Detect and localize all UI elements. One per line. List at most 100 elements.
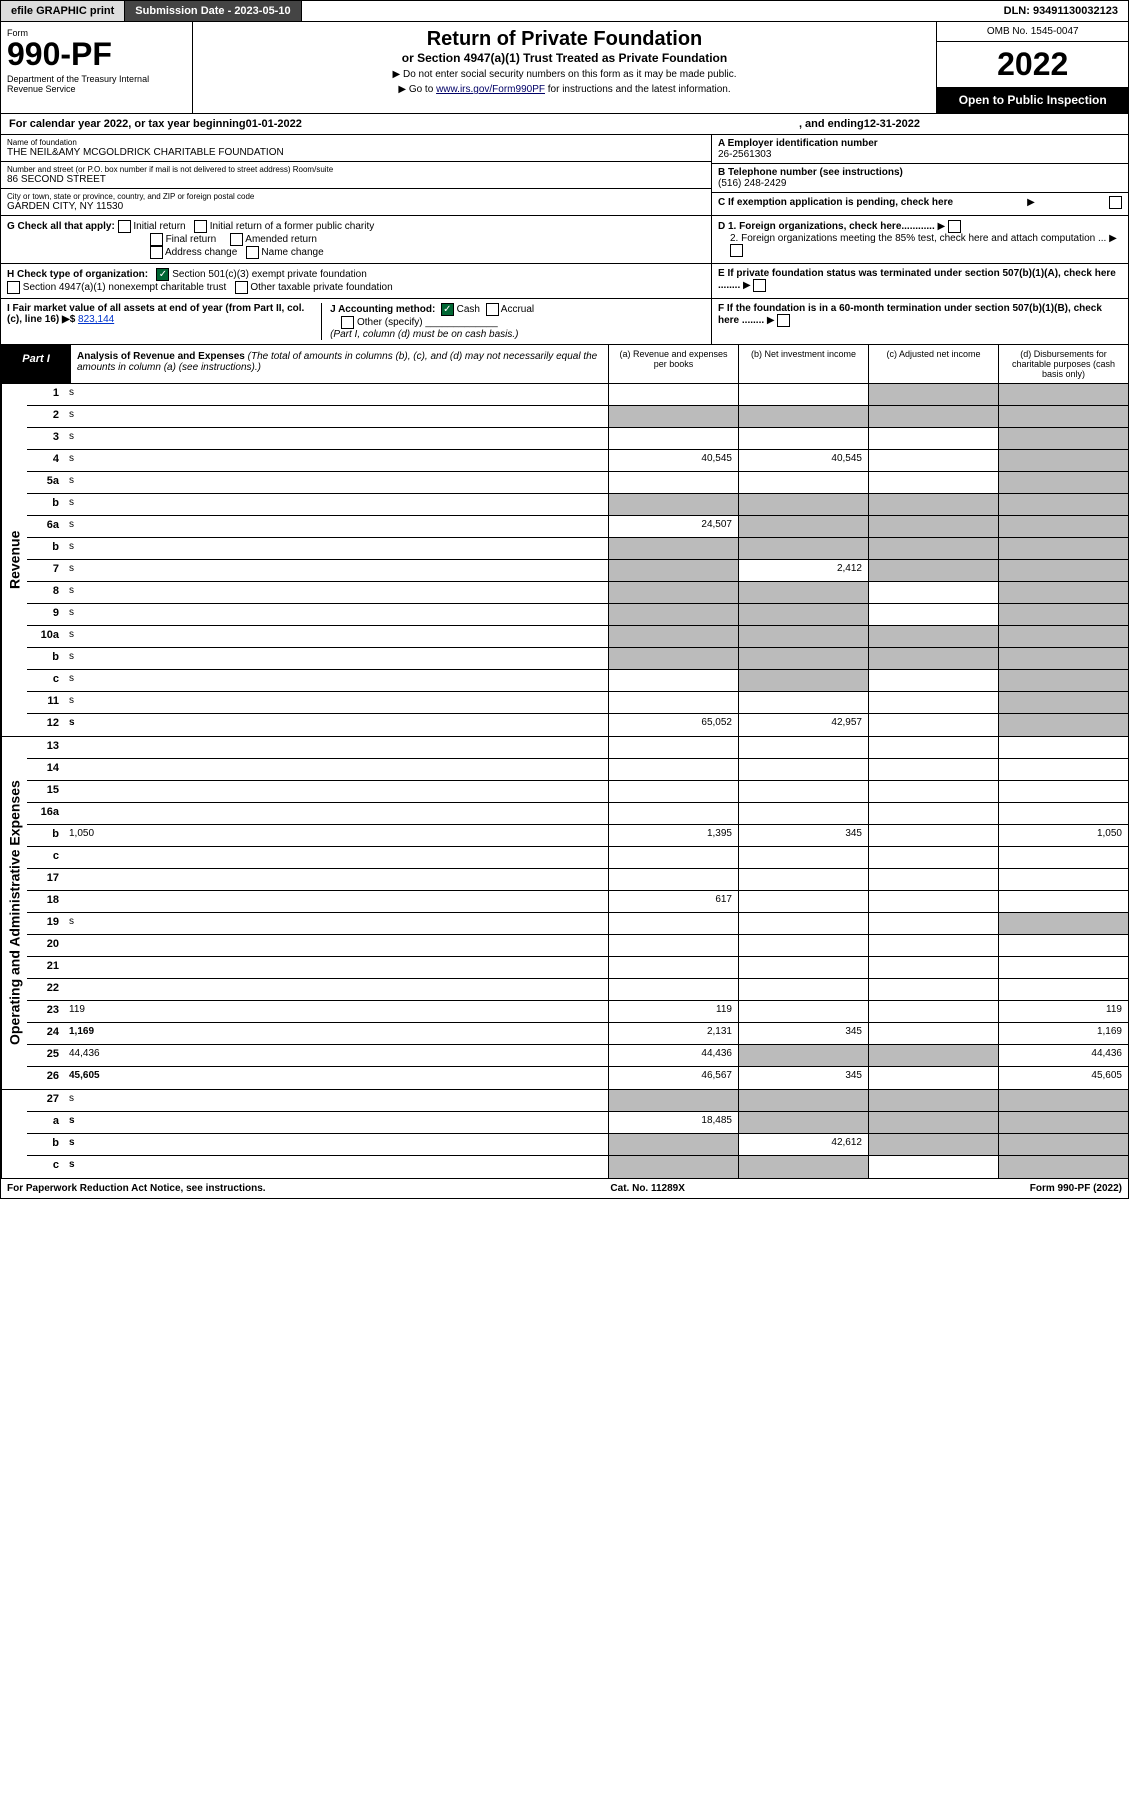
h-501c3-checkbox[interactable]: ✓: [156, 268, 169, 281]
row-number: b: [27, 825, 65, 846]
table-row: 11s: [27, 692, 1128, 714]
d2-checkbox[interactable]: [730, 244, 743, 257]
irs-link[interactable]: www.irs.gov/Form990PF: [436, 84, 545, 95]
table-row: 5as: [27, 472, 1128, 494]
table-row: 23119119119: [27, 1001, 1128, 1023]
cell-d: [998, 803, 1128, 824]
top-bar: efile GRAPHIC print Submission Date - 20…: [0, 0, 1129, 22]
h-4947-checkbox[interactable]: [7, 281, 20, 294]
cell-b: 2,412: [738, 560, 868, 581]
cell-a: 44,436: [608, 1045, 738, 1066]
table-row: cs: [27, 670, 1128, 692]
table-row: 10as: [27, 626, 1128, 648]
open-public: Open to Public Inspection: [937, 87, 1128, 113]
cell-a: [608, 560, 738, 581]
form-note2: ▶ Go to www.irs.gov/Form990PF for instru…: [199, 84, 931, 95]
tax-year: 2022: [937, 42, 1128, 87]
row-desc: s: [65, 428, 608, 449]
cell-b: [738, 935, 868, 956]
row-number: 13: [27, 737, 65, 758]
cell-a: [608, 803, 738, 824]
cell-b: [738, 384, 868, 405]
cell-d: 44,436: [998, 1045, 1128, 1066]
cell-d: [998, 604, 1128, 625]
row-number: 8: [27, 582, 65, 603]
row-number: b: [27, 1134, 65, 1155]
cell-d: 119: [998, 1001, 1128, 1022]
cell-b: [738, 604, 868, 625]
cell-b: [738, 516, 868, 537]
efile-button[interactable]: efile GRAPHIC print: [1, 1, 125, 21]
cell-d: [998, 472, 1128, 493]
cell-c: [868, 891, 998, 912]
checks-ij-row: I Fair market value of all assets at end…: [0, 299, 1129, 345]
row-desc: [65, 759, 608, 780]
row-desc: [65, 979, 608, 1000]
table-row: 241,1692,1313451,169: [27, 1023, 1128, 1045]
row-desc: s: [65, 692, 608, 713]
cell-c: [868, 692, 998, 713]
g-initial-checkbox[interactable]: [118, 220, 131, 233]
cell-b: [738, 406, 868, 427]
j-accrual-checkbox[interactable]: [486, 303, 499, 316]
cell-d: [998, 428, 1128, 449]
c-checkbox[interactable]: [1109, 196, 1122, 209]
row-number: 4: [27, 450, 65, 471]
cell-b: [738, 494, 868, 515]
cell-b: 345: [738, 1023, 868, 1044]
e-checkbox[interactable]: [753, 279, 766, 292]
table-row: c: [27, 847, 1128, 869]
cell-c: [868, 913, 998, 934]
g-amended-checkbox[interactable]: [230, 233, 243, 246]
cell-d: [998, 913, 1128, 934]
row-desc: s: [65, 1156, 608, 1178]
j-cash-checkbox[interactable]: ✓: [441, 303, 454, 316]
row-number: 27: [27, 1090, 65, 1111]
table-row: 9s: [27, 604, 1128, 626]
expenses-section: Operating and Administrative Expenses 13…: [0, 737, 1129, 1090]
row-desc: [65, 957, 608, 978]
g-name-checkbox[interactable]: [246, 246, 259, 259]
i-label: I Fair market value of all assets at end…: [7, 303, 304, 325]
cell-a: [608, 538, 738, 559]
cell-a: [608, 781, 738, 802]
row-desc: s: [65, 670, 608, 691]
fmv-link[interactable]: 823,144: [78, 314, 114, 325]
cell-d: [998, 582, 1128, 603]
row-desc: s: [65, 1134, 608, 1155]
cell-d: [998, 1156, 1128, 1178]
cell-c: [868, 1067, 998, 1089]
table-row: 18617: [27, 891, 1128, 913]
g-final-checkbox[interactable]: [150, 233, 163, 246]
cell-a: 2,131: [608, 1023, 738, 1044]
cell-a: [608, 935, 738, 956]
row-desc: s: [65, 384, 608, 405]
g-address-checkbox[interactable]: [150, 246, 163, 259]
cell-c: [868, 869, 998, 890]
g-initial-former-checkbox[interactable]: [194, 220, 207, 233]
table-row: bs: [27, 538, 1128, 560]
f-label: F If the foundation is in a 60-month ter…: [718, 303, 1102, 326]
f-checkbox[interactable]: [777, 314, 790, 327]
cell-d: [998, 1112, 1128, 1133]
cell-b: 42,612: [738, 1134, 868, 1155]
row-number: b: [27, 538, 65, 559]
cell-b: [738, 648, 868, 669]
cell-a: [608, 670, 738, 691]
form-note1: ▶ Do not enter social security numbers o…: [199, 69, 931, 80]
cell-d: [998, 1134, 1128, 1155]
dept-label: Department of the Treasury Internal Reve…: [7, 74, 186, 94]
row-number: c: [27, 1156, 65, 1178]
j-other-checkbox[interactable]: [341, 316, 354, 329]
row-number: 26: [27, 1067, 65, 1089]
cell-c: [868, 516, 998, 537]
d1-checkbox[interactable]: [948, 220, 961, 233]
h-other-checkbox[interactable]: [235, 281, 248, 294]
ein-value: 26-2561303: [718, 149, 771, 160]
cell-c: [868, 472, 998, 493]
cell-c: [868, 582, 998, 603]
form-number: 990-PF: [7, 38, 186, 70]
cell-d: [998, 957, 1128, 978]
cell-a: [608, 582, 738, 603]
cell-c: [868, 1090, 998, 1111]
